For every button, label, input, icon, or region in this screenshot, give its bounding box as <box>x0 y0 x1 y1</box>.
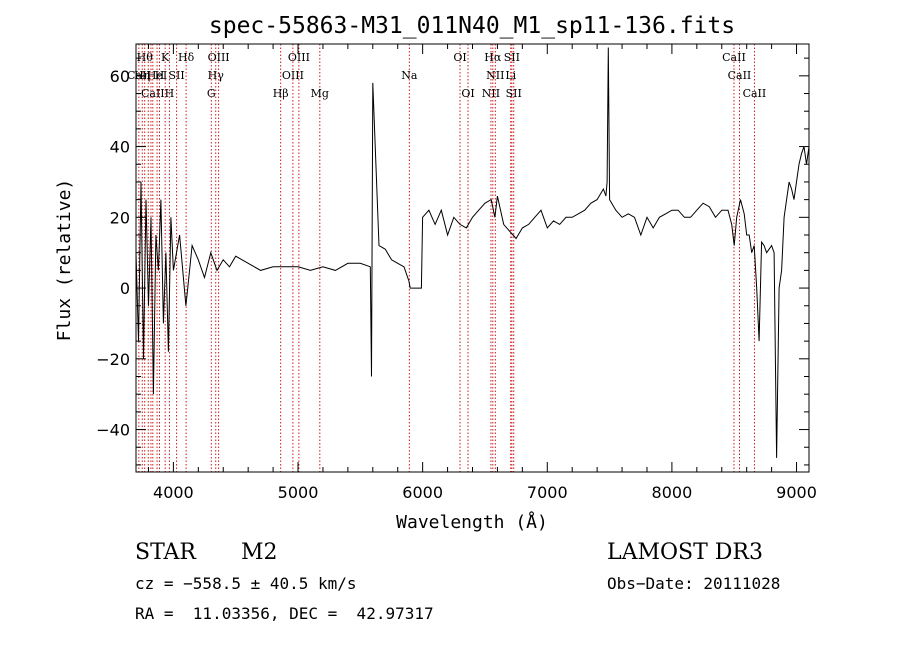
line-label: Li <box>505 69 516 82</box>
line-label: Hδ <box>178 51 195 64</box>
line-label: SII <box>506 87 522 100</box>
x-tick-label: 7000 <box>527 483 568 502</box>
x-tick-label: 4000 <box>153 483 194 502</box>
line-label: HeI <box>147 69 167 82</box>
line-label: OIII <box>282 69 304 82</box>
line-label: Hβ <box>273 87 289 100</box>
line-label: Hα <box>484 51 502 64</box>
x-tick-label: 9000 <box>776 483 817 502</box>
line-label: NII <box>482 87 500 100</box>
y-tick-label: 40 <box>110 138 130 157</box>
line-label: Mg <box>311 87 329 100</box>
line-label: Na <box>401 69 418 82</box>
observation-date: Obs−Date: 20111028 <box>607 574 781 593</box>
line-label: CaII <box>141 87 165 100</box>
chart-title: spec-55863-M31_011N40_M1_sp11-136.fits <box>209 13 735 39</box>
line-label: Hγ <box>208 69 225 82</box>
line-label: CaII <box>743 87 767 100</box>
line-label: H <box>165 87 175 100</box>
plot-frame <box>135 43 810 473</box>
coordinates: RA = 11.03356, DEC = 42.97317 <box>135 604 434 623</box>
line-label: Hθ <box>137 51 154 64</box>
x-tick-label: 5000 <box>278 483 319 502</box>
line-label: H <box>155 69 165 82</box>
spectrum-line <box>135 47 810 458</box>
line-label: OIII <box>208 51 230 64</box>
line-label: SII <box>169 69 185 82</box>
x-axis-label: Wavelength (Å) <box>396 511 548 533</box>
object-class: STAR <box>135 540 196 565</box>
y-tick-label: −40 <box>96 421 130 440</box>
object-subclass: M2 <box>241 540 278 565</box>
line-label: SII <box>504 51 520 64</box>
y-tick-label: 60 <box>110 67 130 86</box>
axis-tick-labels: 4000 5000 6000 7000 8000 9000 −40 −20 0 20 40 60 <box>96 67 817 502</box>
redshift-velocity: cz = −558.5 ± 40.5 km/s <box>135 574 357 593</box>
line-markers <box>138 44 755 472</box>
line-label: CaII <box>722 51 746 64</box>
x-tick-label: 8000 <box>652 483 693 502</box>
line-label: K <box>161 51 170 64</box>
axis-ticks <box>136 44 809 472</box>
y-tick-label: −20 <box>96 350 130 369</box>
y-tick-label: 20 <box>110 208 130 227</box>
x-tick-label: 6000 <box>402 483 443 502</box>
line-label: OIII <box>288 51 310 64</box>
line-labels: CaIIHηHθCaIIHeIHKHSIIHδGHγOIIIHβOIIIOIII… <box>127 51 766 100</box>
y-tick-label: 0 <box>120 279 130 298</box>
line-label: OI <box>461 87 474 100</box>
line-label: CaII <box>728 69 752 82</box>
line-label: NII <box>486 69 504 82</box>
survey-label: LAMOST DR3 <box>607 540 763 565</box>
line-label: OI <box>453 51 466 64</box>
line-label: G <box>207 87 216 100</box>
y-axis-label: Flux (relative) <box>54 179 75 342</box>
